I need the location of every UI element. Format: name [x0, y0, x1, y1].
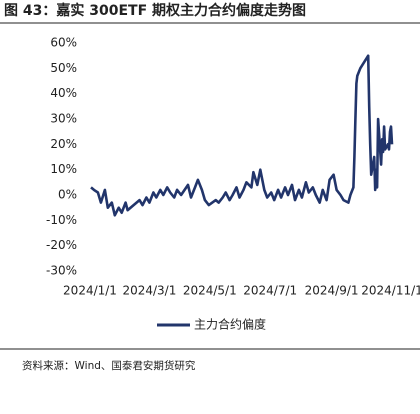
x-tick-label: 2024/9/1 — [305, 284, 359, 298]
legend-label: 主力合约偏度 — [194, 317, 266, 332]
series-line — [90, 54, 394, 217]
y-tick-label: 30% — [50, 112, 77, 126]
x-tick-label: 2024/3/1 — [122, 284, 176, 298]
x-tick-label: 2024/5/1 — [183, 284, 237, 298]
x-tick-label: 2024/11/1 — [361, 284, 420, 298]
y-tick-label: 20% — [50, 137, 77, 151]
y-tick-label: 60% — [50, 36, 77, 50]
x-tick-label: 2024/7/1 — [243, 284, 297, 298]
chart-title: 图 43：嘉实 300ETF 期权主力合约偏度走势图 — [4, 2, 306, 19]
source: 资料来源：Wind、国泰君安期货研究 — [22, 359, 196, 372]
y-tick-label: 10% — [50, 162, 77, 176]
y-tick-label: 40% — [50, 86, 77, 100]
y-tick-label: 50% — [50, 61, 77, 75]
y-tick-label: -20% — [46, 238, 77, 252]
y-tick-label: -30% — [46, 264, 77, 278]
y-tick-label: -10% — [46, 213, 77, 227]
y-tick-label: 0% — [58, 188, 77, 202]
x-tick-label: 2024/1/1 — [63, 284, 117, 298]
